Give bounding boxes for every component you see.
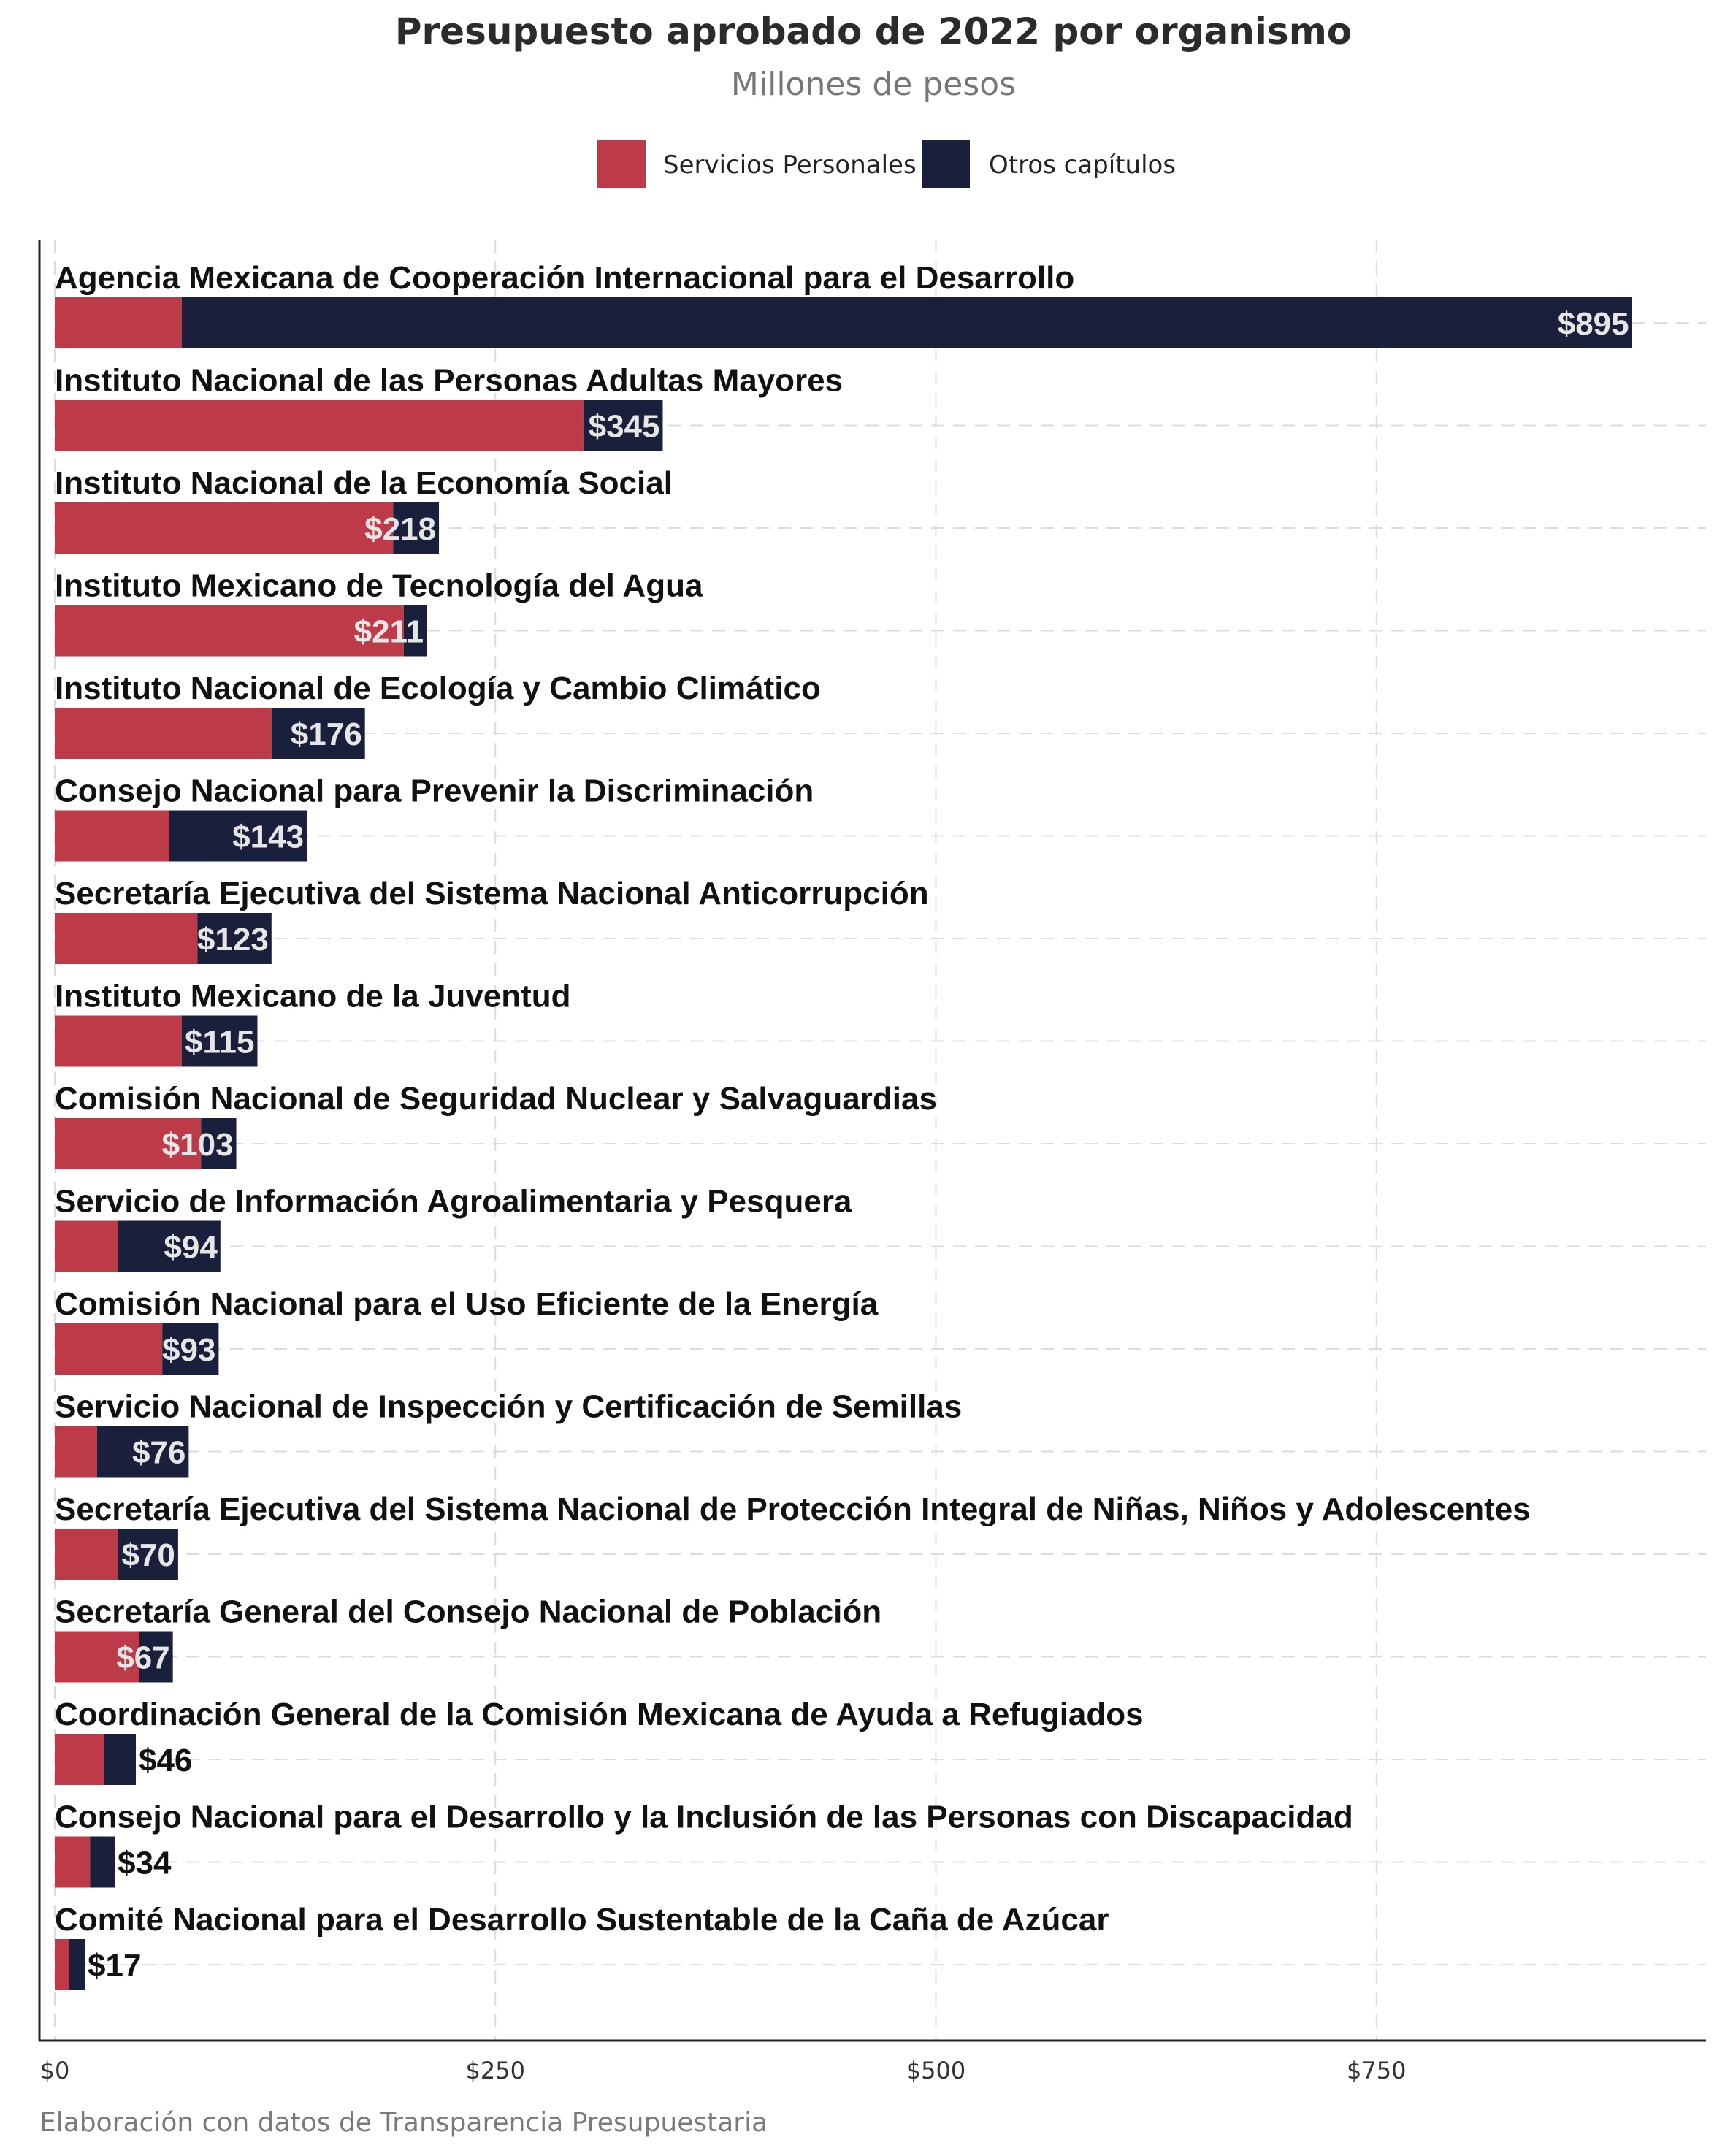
bar-otros-capitulos (104, 1734, 136, 1785)
value-label: $895 (1558, 306, 1629, 342)
category-label: Instituto Mexicano de Tecnología del Agu… (55, 568, 703, 604)
chart-title: Presupuesto aprobado de 2022 por organis… (395, 10, 1352, 53)
bar-servicios-personales (55, 1220, 118, 1272)
value-label: $67 (116, 1640, 169, 1676)
bar-otros-capitulos (181, 1015, 258, 1067)
bar-servicios-personales (55, 297, 182, 348)
value-label: $176 (291, 716, 362, 752)
bar-servicios-personales (55, 1323, 163, 1375)
bar-otros-capitulos (271, 708, 365, 759)
value-label: $211 (354, 614, 424, 650)
bar-servicios-personales (55, 1836, 91, 1888)
category-label: Comisión Nacional para el Uso Eficiente … (55, 1286, 879, 1322)
bar-otros-capitulos (197, 913, 272, 964)
category-label: Secretaría General del Consejo Nacional … (55, 1594, 881, 1630)
x-tick-label: $0 (40, 2057, 70, 2084)
x-tick-label: $250 (466, 2057, 525, 2084)
bar-otros-capitulos (583, 400, 663, 451)
chart-subtitle: Millones de pesos (731, 66, 1016, 103)
chart-caption: Elaboración con datos de Transparencia P… (39, 2108, 768, 2138)
legend-swatch-otros-capitulos (922, 140, 970, 188)
category-label: Secretaría Ejecutiva del Sistema Naciona… (55, 1491, 1531, 1527)
bar-otros-capitulos (162, 1323, 219, 1375)
axes (38, 240, 1706, 2042)
bar-otros-capitulos (96, 1426, 189, 1478)
category-label: Instituto Nacional de las Personas Adult… (55, 363, 843, 399)
x-tick-labels: $0 $250 $500 $750 (40, 2057, 1407, 2084)
category-label: Servicio Nacional de Inspección y Certif… (55, 1389, 962, 1425)
value-label: $46 (139, 1743, 192, 1778)
category-label: Consejo Nacional para el Desarrollo y la… (55, 1800, 1353, 1835)
x-tick-label: $750 (1347, 2057, 1406, 2084)
bar-servicios-personales (55, 1939, 69, 1990)
x-tick-label: $500 (906, 2057, 965, 2084)
bar-servicios-personales (55, 400, 584, 451)
bar-servicios-personales (55, 1529, 118, 1580)
bar-otros-capitulos (139, 1631, 173, 1683)
legend-label-otros-capitulos: Otros capítulos (989, 150, 1176, 180)
value-label: $94 (164, 1230, 218, 1266)
value-label: $143 (232, 819, 304, 855)
value-label: $218 (364, 511, 436, 547)
legend-swatch-servicios-personales (597, 140, 646, 188)
category-label: Servicio de Información Agroalimentaria … (55, 1184, 852, 1220)
category-label: Secretaría Ejecutiva del Sistema Naciona… (55, 876, 929, 911)
value-label: $115 (185, 1025, 254, 1060)
bar-otros-capitulos (393, 502, 440, 554)
value-label: $123 (197, 922, 269, 957)
value-label: $34 (118, 1846, 172, 1881)
bar-otros-capitulos (201, 1118, 237, 1169)
labels: Agencia Mexicana de Cooperación Internac… (55, 260, 1629, 1984)
category-label: Consejo Nacional para Prevenir la Discri… (55, 773, 814, 809)
bar-otros-capitulos (169, 810, 307, 862)
bar-servicios-personales (55, 1426, 97, 1478)
bar-servicios-personales (55, 1631, 139, 1683)
bar-servicios-personales (55, 1734, 104, 1785)
bar-servicios-personales (55, 913, 198, 964)
category-label: Instituto Nacional de Ecología y Cambio … (55, 670, 821, 706)
category-label: Agencia Mexicana de Cooperación Internac… (55, 260, 1074, 296)
category-label: Comité Nacional para el Desarrollo Suste… (55, 1902, 1109, 1938)
value-label: $17 (88, 1948, 141, 1984)
bar-otros-capitulos (403, 605, 427, 657)
bar-otros-capitulos (90, 1836, 115, 1888)
category-label: Instituto Nacional de la Economía Social (55, 465, 673, 501)
bar-servicios-personales (55, 708, 272, 759)
bar-servicios-personales (55, 605, 404, 657)
category-label: Instituto Mexicano de la Juventud (55, 979, 571, 1014)
bar-otros-capitulos (181, 297, 1632, 348)
value-label: $76 (132, 1435, 185, 1471)
bar-servicios-personales (55, 502, 394, 554)
legend: Servicios Personales Otros capítulos (597, 140, 1176, 188)
bar-servicios-personales (55, 1015, 182, 1067)
bar-servicios-personales (55, 810, 169, 862)
category-label: Comisión Nacional de Seguridad Nuclear y… (55, 1081, 937, 1117)
bar-otros-capitulos (69, 1939, 85, 1990)
bar-otros-capitulos (118, 1220, 221, 1272)
bar-otros-capitulos (118, 1529, 178, 1580)
value-label: $70 (121, 1537, 175, 1573)
value-label: $93 (162, 1332, 215, 1368)
bar-servicios-personales (55, 1118, 202, 1169)
category-label: Coordinación General de la Comisión Mexi… (55, 1697, 1144, 1732)
bars (55, 297, 1632, 1990)
legend-label-servicios-personales: Servicios Personales (663, 150, 917, 180)
value-label: $103 (162, 1127, 234, 1163)
value-label: $345 (589, 409, 660, 445)
